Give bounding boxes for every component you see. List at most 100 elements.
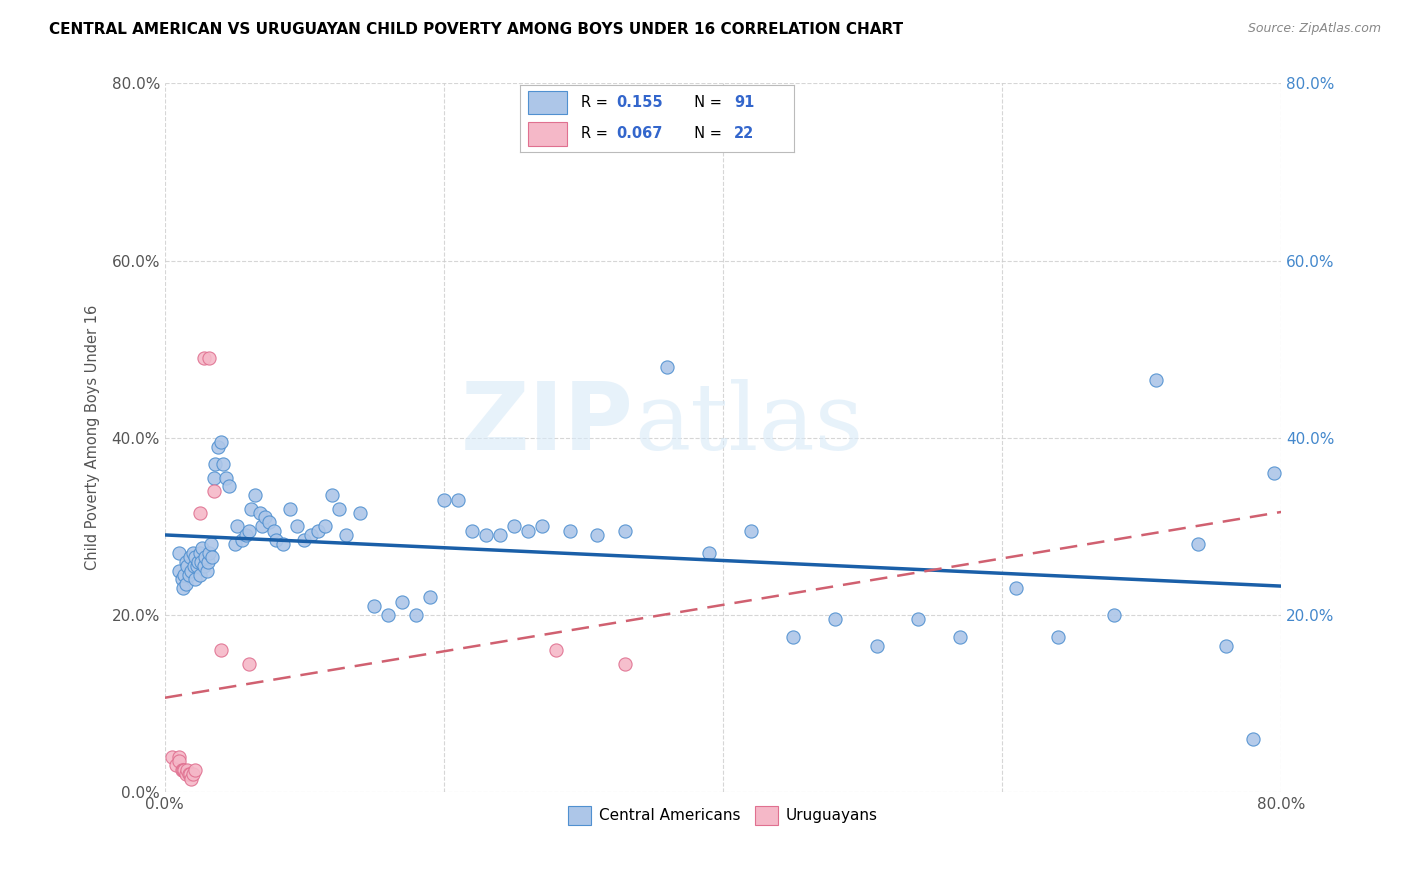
Point	[176, 559, 198, 574]
Point	[181, 767, 204, 781]
Point	[174, 767, 197, 781]
Point	[172, 581, 194, 595]
Point	[179, 550, 201, 565]
Point	[1243, 731, 1265, 746]
Point	[204, 457, 226, 471]
Point	[226, 519, 249, 533]
Point	[907, 612, 929, 626]
Point	[447, 492, 470, 507]
Text: N =: N =	[685, 126, 727, 141]
Point	[740, 524, 762, 538]
Point	[502, 519, 524, 533]
Bar	[529, 91, 567, 114]
Point	[614, 524, 637, 538]
Point	[209, 643, 232, 657]
Point	[1047, 630, 1070, 644]
Point	[184, 550, 207, 565]
Point	[614, 657, 637, 671]
Point	[167, 754, 190, 768]
Point	[207, 440, 229, 454]
Point	[188, 546, 211, 560]
Point	[188, 568, 211, 582]
Point	[335, 528, 357, 542]
Point	[170, 573, 193, 587]
Point	[697, 546, 720, 560]
Point	[200, 537, 222, 551]
Point	[224, 537, 246, 551]
Text: CENTRAL AMERICAN VS URUGUAYAN CHILD POVERTY AMONG BOYS UNDER 16 CORRELATION CHAR: CENTRAL AMERICAN VS URUGUAYAN CHILD POVE…	[49, 22, 903, 37]
Point	[197, 555, 219, 569]
Point	[170, 763, 193, 777]
Point	[202, 483, 225, 498]
Text: 22: 22	[734, 126, 755, 141]
Point	[179, 767, 201, 781]
Point	[167, 546, 190, 560]
Point	[328, 501, 350, 516]
Point	[238, 524, 260, 538]
Point	[174, 555, 197, 569]
Point	[184, 573, 207, 587]
Point	[245, 488, 267, 502]
Point	[231, 533, 253, 547]
Point	[212, 457, 235, 471]
Point	[174, 577, 197, 591]
Point	[173, 763, 195, 777]
Y-axis label: Child Poverty Among Boys Under 16: Child Poverty Among Boys Under 16	[86, 305, 100, 570]
Point	[307, 524, 329, 538]
Point	[193, 559, 215, 574]
Point	[1102, 607, 1125, 622]
Point	[194, 550, 217, 565]
Point	[190, 555, 212, 569]
Point	[419, 590, 441, 604]
Point	[173, 568, 195, 582]
Point	[461, 524, 484, 538]
Point	[167, 749, 190, 764]
Point	[201, 550, 224, 565]
Bar	[529, 122, 567, 145]
Point	[263, 524, 285, 538]
Point	[1005, 581, 1028, 595]
Point	[405, 607, 427, 622]
Point	[198, 351, 221, 365]
Point	[218, 479, 240, 493]
Point	[363, 599, 385, 613]
Point	[167, 564, 190, 578]
Point	[180, 772, 202, 786]
Point	[235, 528, 257, 542]
Point	[865, 639, 887, 653]
Point	[824, 612, 846, 626]
Point	[586, 528, 609, 542]
Point	[252, 519, 274, 533]
Text: atlas: atlas	[634, 378, 863, 468]
Point	[191, 541, 214, 556]
Point	[516, 524, 538, 538]
Point	[238, 657, 260, 671]
Point	[544, 643, 567, 657]
Point	[1263, 466, 1285, 480]
Point	[259, 515, 281, 529]
Point	[177, 568, 200, 582]
Text: N =: N =	[685, 95, 727, 110]
Point	[180, 564, 202, 578]
Point	[198, 546, 221, 560]
Text: R =: R =	[581, 95, 617, 110]
Point	[266, 533, 288, 547]
Point	[287, 519, 309, 533]
Text: R =: R =	[581, 126, 617, 141]
Point	[184, 763, 207, 777]
Point	[1187, 537, 1209, 551]
Text: 0.155: 0.155	[616, 95, 662, 110]
Text: Source: ZipAtlas.com: Source: ZipAtlas.com	[1247, 22, 1381, 36]
Point	[193, 351, 215, 365]
Text: 0.067: 0.067	[616, 126, 662, 141]
Point	[254, 510, 277, 524]
Point	[349, 506, 371, 520]
Text: 91: 91	[734, 95, 755, 110]
Point	[240, 501, 263, 516]
Point	[782, 630, 804, 644]
Point	[188, 506, 211, 520]
Point	[1215, 639, 1237, 653]
Point	[433, 492, 456, 507]
Point	[177, 767, 200, 781]
Text: ZIP: ZIP	[461, 377, 634, 469]
